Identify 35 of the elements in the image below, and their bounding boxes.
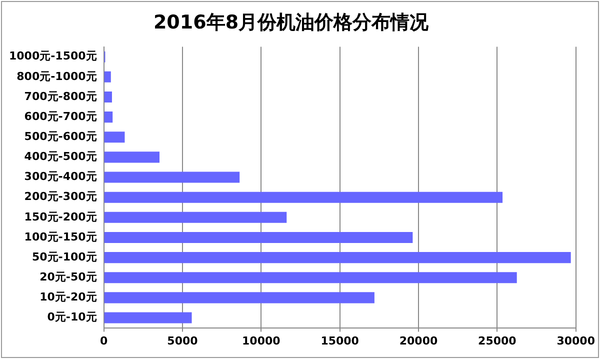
y-tick-label: 200元-300元 bbox=[24, 190, 97, 204]
y-tick-label: 100元-150元 bbox=[24, 230, 97, 244]
x-tick-label: 15000 bbox=[320, 334, 360, 348]
y-tick-label: 300元-400元 bbox=[24, 170, 97, 184]
y-tick-label: 600元-700元 bbox=[24, 110, 97, 123]
y-tick-label: 50元-100元 bbox=[32, 250, 97, 264]
bar bbox=[104, 192, 503, 203]
x-tick-label: 30000 bbox=[556, 334, 596, 348]
y-tick-label: 150元-200元 bbox=[24, 210, 97, 224]
bar bbox=[104, 172, 240, 183]
bar bbox=[104, 272, 517, 284]
y-tick-label: 0元-10元 bbox=[47, 310, 97, 324]
y-tick-label: 700元-800元 bbox=[24, 90, 97, 103]
bar bbox=[104, 312, 192, 324]
x-tick-label: 25000 bbox=[478, 334, 517, 348]
bar bbox=[104, 252, 571, 264]
bar bbox=[104, 212, 287, 223]
y-tick-label: 500元-600元 bbox=[24, 130, 97, 143]
bar bbox=[104, 91, 112, 102]
y-tick-label: 10元-20元 bbox=[40, 290, 97, 304]
x-tick-label: 20000 bbox=[399, 334, 438, 348]
y-tick-label: 1000元-1500元 bbox=[9, 50, 97, 63]
chart-title: 2016年8月份机油价格分布情况 bbox=[153, 11, 430, 34]
x-tick-label: 10000 bbox=[242, 334, 281, 348]
y-tick-label: 800元-1000元 bbox=[16, 70, 97, 83]
x-tick-label: 0 bbox=[100, 334, 108, 348]
bar bbox=[104, 132, 125, 143]
y-tick-label: 400元-500元 bbox=[24, 150, 97, 164]
bar bbox=[104, 152, 160, 163]
bar bbox=[104, 292, 374, 304]
x-tick-label: 5000 bbox=[167, 334, 198, 348]
bar bbox=[104, 112, 113, 123]
y-tick-label: 20元-50元 bbox=[40, 270, 97, 284]
bar bbox=[104, 232, 413, 243]
bar bbox=[104, 71, 111, 82]
